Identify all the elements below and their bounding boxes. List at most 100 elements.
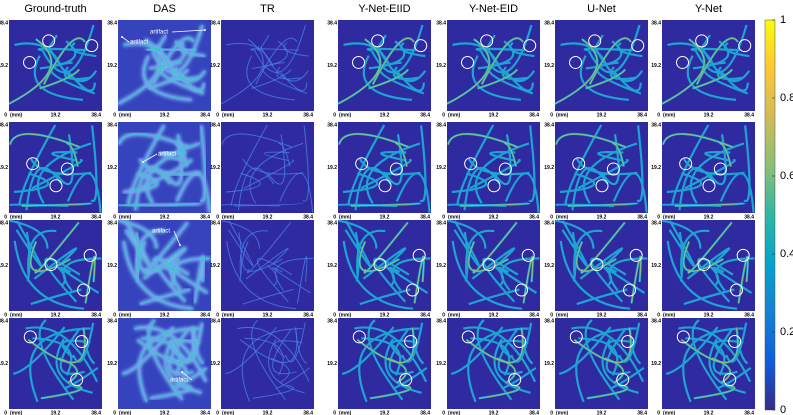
vessel: [221, 220, 260, 249]
vessel: [714, 339, 744, 359]
vessel: [395, 172, 431, 213]
vessel: [391, 257, 431, 292]
vessel: [257, 34, 270, 51]
vessel-core: [372, 37, 415, 85]
vessel: [665, 326, 719, 375]
y-axis-label: 38.4: [107, 122, 117, 128]
y-axis-label: 38.4: [210, 122, 220, 128]
x-axis-label: 38.4: [420, 112, 430, 118]
highlight-circle: [738, 39, 752, 53]
vessel: [493, 338, 531, 394]
highlight-circle: [572, 157, 586, 171]
vessel-core: [696, 37, 739, 85]
vessel: [501, 367, 537, 390]
vessel: [266, 134, 286, 185]
vessel: [401, 322, 424, 363]
y-axis-label: 19.2: [327, 361, 337, 367]
vessel: [233, 202, 304, 207]
vessel: [272, 329, 297, 375]
vessel: [607, 339, 637, 359]
vessel: [275, 257, 314, 291]
vessel: [468, 288, 520, 306]
highlight-circle: [631, 39, 645, 53]
x-axis-label: 38.4: [637, 312, 647, 318]
vessel: [383, 134, 403, 186]
vessel: [153, 258, 190, 303]
vessel: [358, 327, 420, 403]
highlight-circle: [523, 39, 537, 53]
vessel: [171, 340, 200, 358]
vessel: [194, 256, 205, 304]
highlight-circle: [85, 39, 99, 53]
y-axis-label: 19.2: [0, 165, 8, 171]
vessel: [172, 257, 211, 291]
vessel-core: [692, 69, 733, 89]
unit-label: (mm): [10, 112, 23, 118]
highlight-circle: [70, 373, 84, 387]
unit-label: (mm): [556, 312, 569, 318]
highlight-circle: [23, 55, 37, 69]
y-axis-label: 19.2: [107, 263, 117, 269]
vessel: [54, 134, 74, 186]
vessel: [256, 258, 293, 303]
vessel: [246, 55, 295, 101]
arrow-head: [204, 29, 206, 31]
origin-label: 0: [216, 312, 219, 318]
x-axis-label: 38.4: [744, 312, 754, 318]
x-axis-label: 19.2: [263, 214, 273, 220]
x-axis-label: 38.4: [303, 112, 313, 118]
vessel: [118, 220, 157, 249]
annotation: artifact: [150, 30, 168, 36]
vessel: [686, 55, 736, 101]
panel: [662, 318, 755, 409]
unit-label: (mm): [448, 312, 461, 318]
vessel: [226, 43, 274, 67]
highlight-circle: [23, 330, 37, 344]
unit-label: (mm): [663, 312, 676, 318]
vessel: [225, 326, 277, 375]
vessel: [136, 230, 166, 275]
arrow-head: [121, 36, 123, 38]
arrow-head: [181, 371, 183, 373]
x-axis-label: 38.4: [529, 410, 539, 415]
colorbar-tick-label: 1: [780, 14, 786, 26]
vessel: [662, 220, 702, 249]
vessel: [575, 158, 638, 176]
highlight-circle: [414, 39, 428, 53]
panel-background: [662, 122, 755, 213]
vessel-core: [631, 256, 642, 304]
highlight-circle: [697, 258, 711, 272]
x-axis-label: 38.4: [91, 112, 101, 118]
vessel-core: [35, 222, 80, 274]
highlight-circle: [595, 179, 609, 193]
unit-label: (mm): [10, 214, 23, 220]
vessel: [238, 232, 242, 282]
unit-label: (mm): [663, 112, 676, 118]
vessel: [283, 42, 309, 57]
panel-background: [447, 122, 540, 213]
highlight-circle: [695, 34, 709, 48]
vessel-core: [368, 69, 409, 89]
vessel-core: [573, 327, 632, 364]
vessel: [118, 133, 189, 148]
y-axis-label: 19.2: [436, 361, 446, 367]
vessel: [601, 338, 639, 394]
vessel-core: [468, 241, 509, 272]
vessel: [272, 267, 311, 294]
vessel: [685, 337, 726, 376]
y-axis-label: 19.2: [436, 63, 446, 69]
vessel: [13, 172, 50, 194]
vessel: [251, 319, 286, 401]
vessel: [555, 220, 595, 249]
y-axis-label: 38.4: [327, 318, 337, 324]
vessel-core: [9, 38, 52, 105]
vessel: [139, 241, 180, 272]
y-axis-label: 19.2: [436, 165, 446, 171]
vessel: [274, 340, 303, 358]
vessel: [380, 151, 407, 162]
vessel-core: [693, 384, 735, 399]
origin-label: 0: [216, 214, 219, 220]
vessel: [500, 257, 540, 292]
y-axis-label: 19.2: [651, 63, 661, 69]
vessel: [668, 220, 696, 267]
